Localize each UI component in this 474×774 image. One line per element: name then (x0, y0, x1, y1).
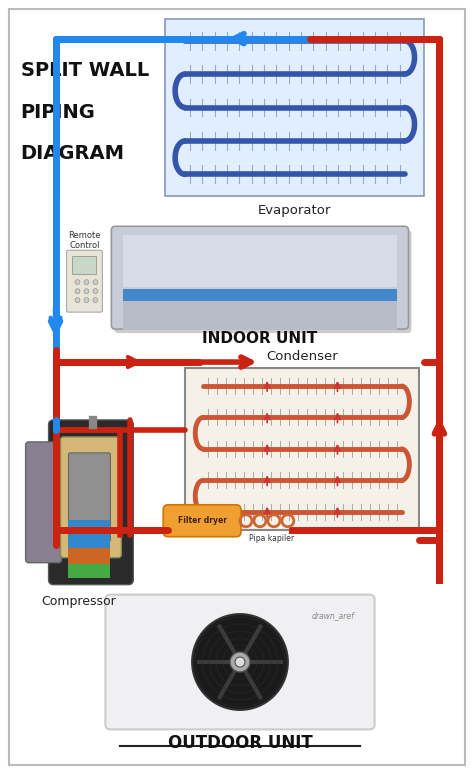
Text: Compressor: Compressor (41, 594, 116, 608)
Text: OUTDOOR UNIT: OUTDOOR UNIT (168, 735, 312, 752)
FancyBboxPatch shape (111, 226, 409, 329)
Bar (73, 256, 96, 274)
FancyBboxPatch shape (66, 250, 102, 312)
Circle shape (84, 298, 89, 303)
Circle shape (84, 279, 89, 285)
Text: PIPING: PIPING (21, 102, 95, 122)
Bar (69, 520, 110, 550)
Text: INDOOR UNIT: INDOOR UNIT (202, 331, 318, 346)
Circle shape (93, 279, 98, 285)
Circle shape (93, 289, 98, 293)
Circle shape (230, 652, 250, 672)
Circle shape (192, 614, 288, 710)
Bar (123, 301, 397, 330)
Bar (185, 368, 419, 529)
Bar (165, 19, 424, 197)
FancyBboxPatch shape (114, 231, 411, 333)
Text: Filter dryer: Filter dryer (178, 516, 227, 526)
Text: Pipa kapiler: Pipa kapiler (249, 534, 294, 543)
FancyBboxPatch shape (69, 453, 110, 542)
Bar (123, 289, 397, 301)
Text: Evaporator: Evaporator (258, 204, 331, 217)
Circle shape (93, 298, 98, 303)
Circle shape (84, 289, 89, 293)
FancyBboxPatch shape (48, 420, 133, 584)
FancyBboxPatch shape (61, 437, 121, 558)
Text: DIAGRAM: DIAGRAM (21, 145, 125, 163)
Circle shape (235, 657, 245, 667)
FancyBboxPatch shape (163, 505, 241, 536)
Text: Condenser: Condenser (266, 350, 338, 363)
Circle shape (75, 298, 80, 303)
Text: drawn_aref: drawn_aref (312, 611, 355, 621)
Text: SPLIT WALL: SPLIT WALL (21, 60, 149, 80)
Bar (69, 563, 110, 577)
FancyBboxPatch shape (105, 594, 374, 729)
FancyBboxPatch shape (26, 442, 62, 563)
Bar (123, 235, 397, 287)
Bar (69, 548, 110, 566)
Text: Remote
Control: Remote Control (68, 231, 100, 250)
Circle shape (75, 289, 80, 293)
Circle shape (75, 279, 80, 285)
